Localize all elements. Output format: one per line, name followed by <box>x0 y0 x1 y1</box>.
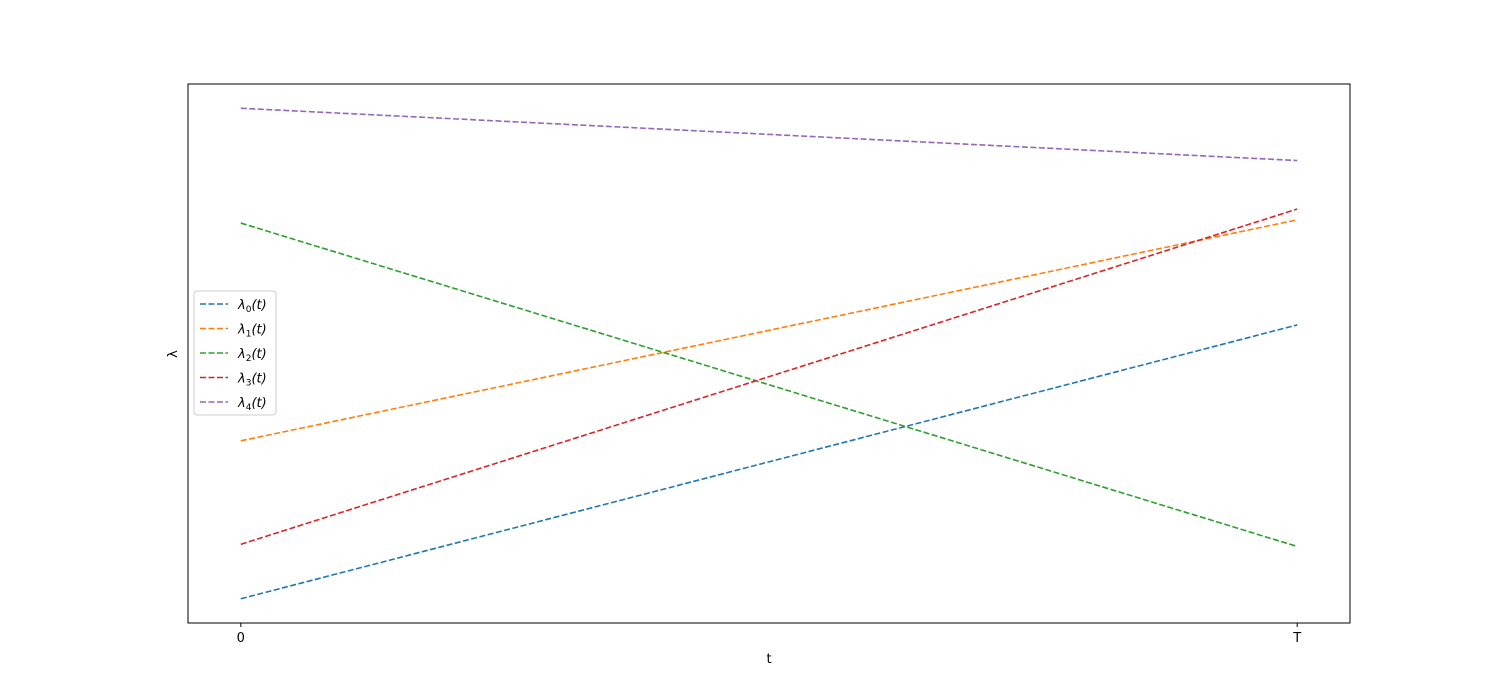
legend-label-lambda-2: λ2(t) <box>237 347 267 364</box>
x-axis-label: t <box>766 652 771 667</box>
series-line-lambda-1 <box>240 219 1298 442</box>
series-line-lambda-3 <box>240 208 1298 546</box>
legend-label-lambda-3: λ3(t) <box>237 372 267 389</box>
legend-label-lambda-4: λ4(t) <box>237 396 267 413</box>
plot-area <box>187 83 1351 624</box>
x-tick-label: 0 <box>237 631 245 646</box>
x-tick-label: T <box>1292 631 1301 646</box>
series-line-lambda-0 <box>240 324 1298 600</box>
legend-label-lambda-1: λ1(t) <box>237 323 267 340</box>
legend-frame <box>193 290 277 416</box>
legend: λ0(t) λ1(t) λ2(t) λ3(t) λ4(t) <box>193 290 277 416</box>
y-axis-label: λ <box>166 350 181 358</box>
legend-label-lambda-0: λ0(t) <box>237 298 267 315</box>
series-line-lambda-4 <box>240 107 1298 162</box>
series-line-lambda-2 <box>240 222 1298 548</box>
series-layer <box>240 107 1298 600</box>
